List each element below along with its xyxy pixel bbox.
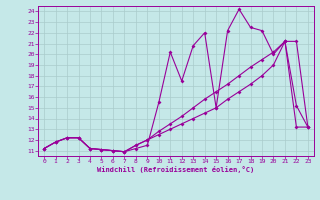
X-axis label: Windchill (Refroidissement éolien,°C): Windchill (Refroidissement éolien,°C) bbox=[97, 166, 255, 173]
